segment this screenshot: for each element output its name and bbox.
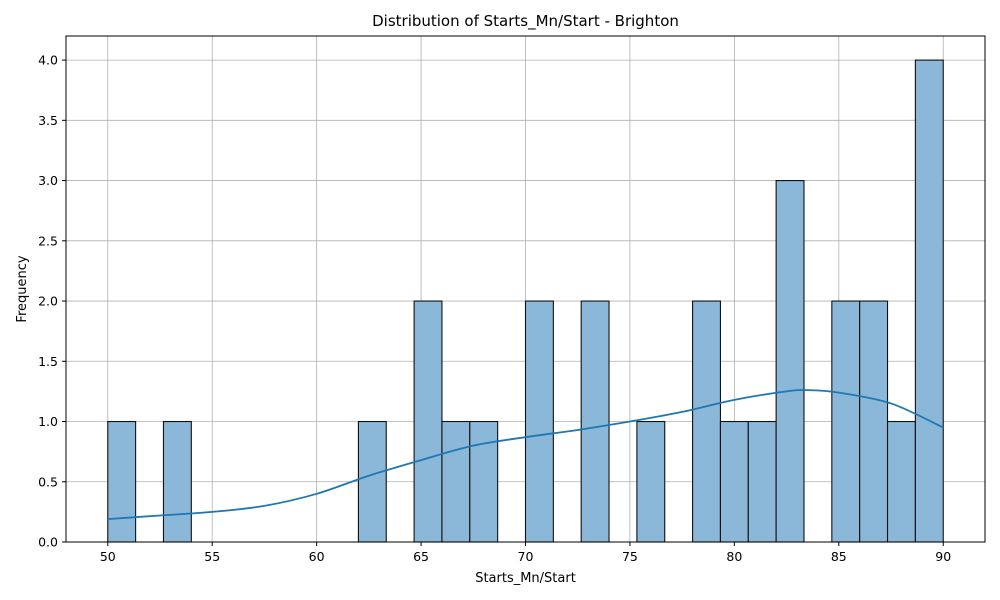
x-tick-label: 80 [726, 549, 742, 564]
histogram-bar [441, 420, 471, 543]
histogram-bar [831, 300, 861, 543]
y-tick-label: 2.0 [38, 294, 58, 309]
histogram-bar [107, 420, 137, 543]
histogram-bar [775, 180, 805, 543]
kde-line [107, 389, 944, 521]
x-tick-label: 65 [413, 549, 429, 564]
x-tick-label: 75 [622, 549, 638, 564]
histogram-bar [524, 300, 554, 543]
y-tick-label: 4.0 [38, 53, 58, 68]
chart-title: Distribution of Starts_Mn/Start - Bright… [372, 12, 679, 31]
x-tick-label: 85 [831, 549, 847, 564]
x-tick-label: 60 [309, 549, 325, 564]
histogram-bar [859, 300, 889, 543]
histogram-bar [162, 420, 192, 543]
bar-layer [107, 59, 944, 543]
histogram-bar [719, 420, 749, 543]
y-tick-label: 1.0 [38, 414, 58, 429]
kde-layer [107, 389, 944, 521]
x-tick-label: 90 [935, 549, 951, 564]
y-tick-label: 0.0 [38, 535, 58, 550]
y-axis-title: Frequency [15, 255, 30, 322]
histogram-bar [636, 420, 666, 543]
x-tick-label: 55 [204, 549, 220, 564]
x-axis-title: Starts_Mn/Start [475, 571, 576, 586]
x-tick-label: 50 [100, 549, 116, 564]
y-tick-label: 0.5 [38, 474, 58, 489]
y-tick-label: 2.5 [38, 233, 58, 248]
y-tick-label: 3.0 [38, 173, 58, 188]
histogram-bar [747, 420, 777, 543]
y-tick-label: 3.5 [38, 113, 58, 128]
histogram-bar [469, 420, 499, 543]
histogram-bar [692, 300, 721, 543]
histogram-bar [413, 300, 443, 543]
tick-layer: 50 55 60 65 70 75 80 85 90 0.0 0.5 1.0 1.5 2.0 2.5 3.0 3… [38, 53, 951, 564]
y-tick-label: 1.5 [38, 354, 58, 369]
histogram-bar [914, 59, 944, 543]
histogram-bar [357, 420, 387, 543]
histogram-bar [580, 300, 610, 543]
histogram-bar [886, 420, 916, 543]
x-tick-label: 70 [518, 549, 534, 564]
